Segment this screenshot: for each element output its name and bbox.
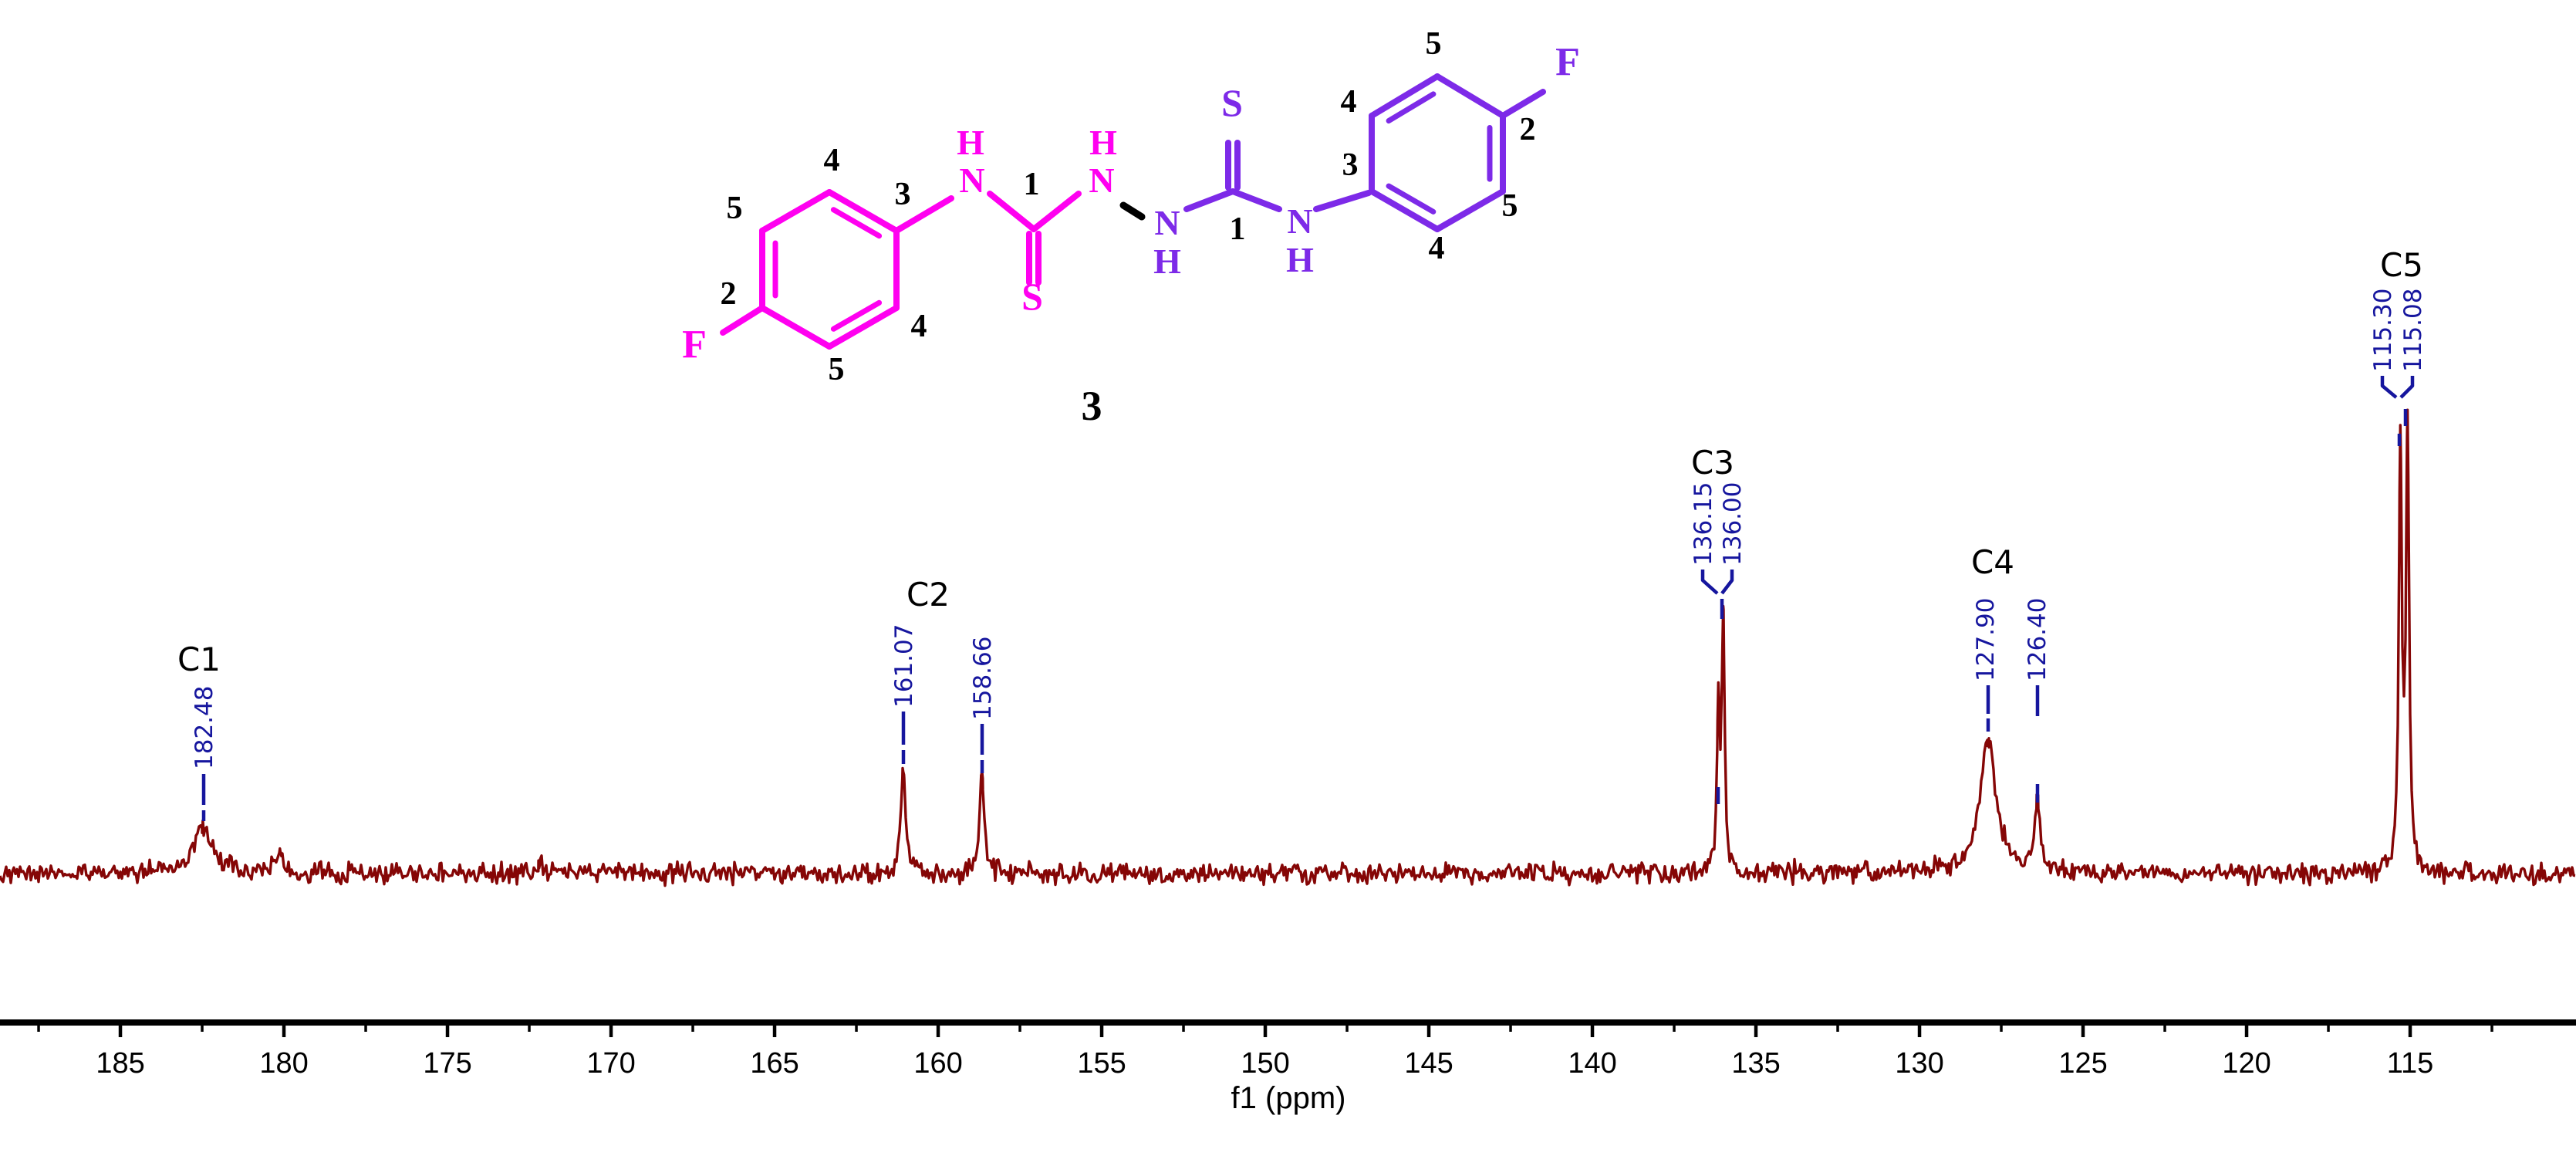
- assignment-label: C1: [177, 641, 221, 678]
- spectrum-trace: [0, 408, 2576, 887]
- atom-label-H: H: [1286, 240, 1314, 279]
- atom-label-S: S: [1021, 275, 1043, 318]
- bond: [893, 195, 954, 234]
- bond: [1500, 89, 1546, 119]
- ring-position-label: 5: [829, 352, 845, 387]
- bond: [826, 189, 900, 234]
- axis-tick-label: 155: [1077, 1047, 1126, 1080]
- ring-position-label: 2: [721, 276, 737, 312]
- atom-label-S: S: [1221, 81, 1243, 124]
- axis-tick-label: 135: [1731, 1047, 1780, 1080]
- aromatic-inner-bond: [1386, 183, 1437, 215]
- bond: [1313, 190, 1372, 212]
- carbon-number-label: 1: [1024, 167, 1040, 202]
- axis-tick-label: 115: [2387, 1047, 2434, 1080]
- ring-position-label: 5: [1502, 188, 1518, 224]
- trace-polyline: [0, 408, 2576, 887]
- peak-value-label: 115.30: [2369, 289, 2397, 372]
- nn-single-bond: [1119, 201, 1146, 221]
- bond: [759, 305, 832, 350]
- ring-position-label: 2: [1520, 112, 1536, 147]
- axis-tick-label: 125: [2058, 1047, 2107, 1080]
- assignment-label: C2: [906, 576, 950, 613]
- aromatic-inner-bond: [830, 207, 883, 239]
- peak-value-label: 161.07: [890, 624, 918, 708]
- aromatic-inner-bond: [830, 299, 883, 332]
- bond: [720, 305, 765, 336]
- atom-label-N: N: [1287, 201, 1312, 241]
- bond: [987, 191, 1037, 232]
- ring-position-label: 4: [1429, 231, 1445, 266]
- atom-label-F: F: [1555, 40, 1580, 84]
- ring-position-label: 4: [824, 143, 840, 178]
- bond: [1183, 188, 1236, 212]
- atom-label-H: H: [1153, 242, 1181, 281]
- aromatic-inner-bond: [1386, 91, 1437, 124]
- atom-label-N: N: [1089, 161, 1114, 200]
- atom-label-F: F: [682, 323, 707, 367]
- assignment-label: C4: [1971, 543, 2014, 581]
- peak-value-label: 136.15: [1690, 482, 1717, 566]
- bond: [1230, 188, 1282, 212]
- axis-tick-label: 145: [1404, 1047, 1453, 1080]
- peak-value-label: 126.40: [2024, 598, 2051, 681]
- bond: [1031, 191, 1082, 232]
- axis-tick-label: 165: [750, 1047, 798, 1080]
- peak-value-label: 182.48: [191, 686, 218, 769]
- ring-position-label: 4: [911, 309, 927, 344]
- carbon-number-label: 1: [1230, 211, 1246, 247]
- axis-tick-label: 150: [1241, 1047, 1289, 1080]
- ring-position-label: 3: [895, 177, 911, 212]
- axis-title: f1 (ppm): [1231, 1081, 1346, 1115]
- assignment-label: C3: [1691, 444, 1734, 482]
- bond: [1369, 188, 1440, 232]
- peak-value-label: 158.66: [969, 637, 997, 720]
- ring-position-label: 5: [727, 191, 743, 226]
- peak-value-label: 115.08: [2399, 289, 2427, 372]
- atom-label-H: H: [957, 123, 984, 162]
- axis-tick-label: 160: [913, 1047, 962, 1080]
- atom-label-H: H: [1089, 123, 1117, 162]
- axis-tick-label: 140: [1568, 1047, 1616, 1080]
- bond: [1369, 73, 1440, 119]
- assignment-label: C5: [2380, 246, 2423, 284]
- peak-value-label: 136.00: [1719, 482, 1747, 566]
- peak-value-label: 127.90: [1972, 598, 2000, 681]
- atom-label-N: N: [1154, 203, 1180, 242]
- axis-tick-label: 130: [1895, 1047, 1943, 1080]
- axis-tick-label: 120: [2222, 1047, 2270, 1080]
- bond: [1434, 188, 1506, 232]
- axis-tick-label: 185: [96, 1047, 144, 1080]
- compound-number: 3: [1082, 383, 1102, 429]
- bond: [1434, 73, 1506, 119]
- ring-position-label: 4: [1341, 84, 1357, 120]
- ring-position-label: 5: [1426, 26, 1442, 62]
- peak-leader-wishbone: [1700, 570, 1734, 595]
- axis-tick-label: 170: [586, 1047, 635, 1080]
- bond: [826, 305, 900, 350]
- axis-tick-label: 175: [423, 1047, 471, 1080]
- peak-leader-wishbone: [2380, 376, 2415, 399]
- axis-tick-label: 180: [259, 1047, 308, 1080]
- x-axis: 185 180 175 170 165 160 155 150 145 140 135 130 125 1…: [0, 1019, 2576, 1115]
- bond: [759, 189, 832, 234]
- ring-position-label: 3: [1342, 147, 1359, 183]
- atom-label-N: N: [959, 161, 984, 200]
